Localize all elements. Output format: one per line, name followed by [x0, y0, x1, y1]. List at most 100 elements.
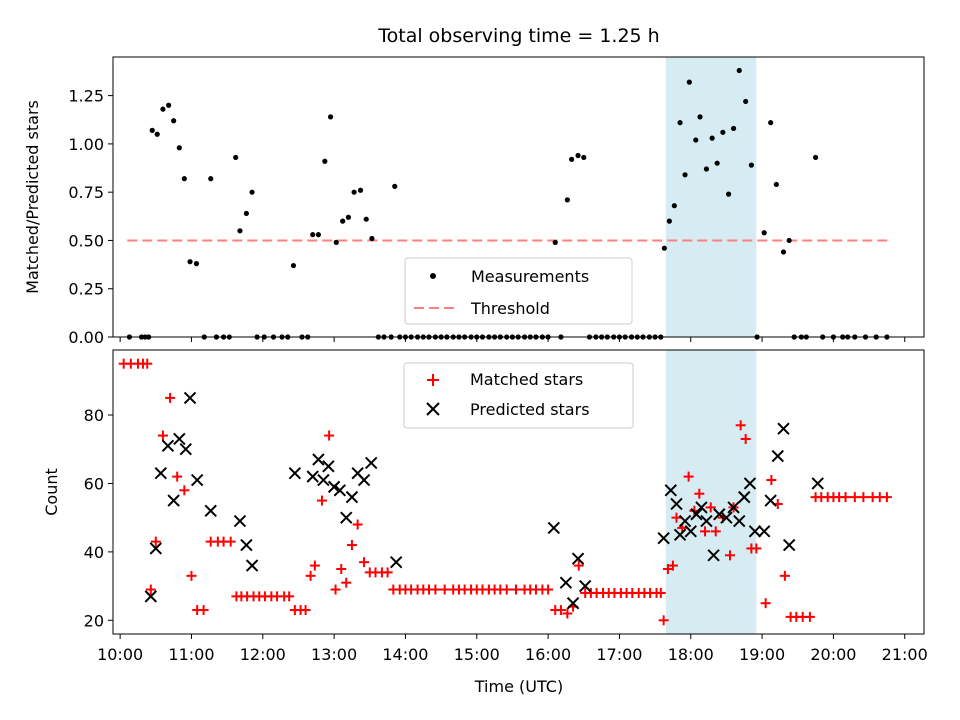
y-axis-title: Count	[42, 468, 61, 516]
bottom-plot-frame	[112, 349, 925, 635]
matched-star-point	[300, 605, 311, 616]
matched-star-point	[511, 584, 522, 595]
matched-star-point	[881, 492, 892, 503]
matched-star-point	[779, 570, 790, 581]
matched-star-point	[858, 492, 869, 503]
measurement-point	[310, 232, 316, 238]
measurement-point	[160, 106, 166, 112]
matched-star-point	[305, 570, 316, 581]
measurement-point	[773, 181, 779, 188]
measurement-point	[237, 228, 243, 234]
predicted-star-point	[690, 508, 703, 521]
matched-star-point	[145, 584, 156, 595]
measurement-point	[166, 102, 172, 108]
matched-star-point	[309, 560, 320, 571]
measurement-point	[569, 156, 575, 162]
y-tick-label: 20	[84, 611, 104, 630]
predicted-star-point	[233, 514, 247, 528]
predicted-star-point	[389, 555, 403, 569]
matched-star-point	[382, 567, 393, 578]
x-tick-label: 17:00	[596, 645, 642, 664]
measurement-point	[208, 176, 214, 182]
legend-label-predicted: Predicted stars	[470, 400, 590, 419]
predicted-star-point	[161, 439, 175, 453]
predicted-star-point	[154, 466, 167, 480]
x-tick-label: 10:00	[97, 645, 143, 664]
legend-marker-predicted	[426, 402, 440, 416]
matched-star-point	[710, 526, 721, 537]
measurement-point	[709, 135, 715, 141]
legend-marker-matched	[427, 374, 439, 386]
y-tick-label: 40	[84, 543, 104, 562]
matched-star-point	[735, 420, 746, 431]
predicted-star-point	[245, 559, 259, 572]
y-tick-label: 0.50	[68, 231, 104, 250]
matched-star-point	[700, 526, 711, 537]
matched-stars-points	[118, 358, 892, 626]
predicted-star-point	[288, 466, 302, 480]
matched-star-point	[186, 570, 197, 581]
legend: Measurements Threshold	[404, 257, 633, 325]
predicted-star-point	[317, 473, 330, 487]
measurement-point	[322, 158, 328, 164]
measurement-point	[780, 249, 787, 255]
measurement-point	[677, 120, 683, 126]
predicted-star-point	[167, 494, 180, 507]
measurement-point	[714, 160, 720, 166]
predicted-star-point	[777, 422, 790, 435]
predicted-star-point	[571, 552, 585, 565]
y-axis-ticks: 0.00 0.25 0.50 0.75 1.00 1.25	[68, 87, 113, 347]
legend-label-threshold: Threshold	[470, 299, 550, 318]
y-tick-label: 1.00	[68, 135, 104, 154]
predicted-star-point	[204, 504, 217, 518]
measurement-point	[693, 137, 699, 143]
y-axis-title: Matched/Predicted stars	[23, 100, 42, 294]
legend-marker-measurements	[430, 273, 436, 279]
predicted-star-point	[695, 501, 708, 514]
x-tick-label: 16:00	[525, 645, 571, 664]
y-tick-label: 80	[84, 406, 104, 425]
predicted-star-point	[183, 391, 197, 405]
matched-star-point	[172, 471, 183, 482]
measurement-point	[315, 232, 322, 238]
matched-star-point	[555, 605, 566, 616]
measurement-point	[363, 216, 369, 222]
predicted-stars-points	[144, 391, 824, 610]
matched-star-point	[316, 495, 327, 506]
measurement-point	[748, 162, 754, 168]
predicted-star-point	[340, 511, 353, 524]
measurement-point	[575, 152, 581, 159]
x-tick-label: 19:00	[739, 645, 785, 664]
matched-star-point	[724, 550, 735, 561]
matched-star-point	[573, 560, 584, 571]
measurement-point	[290, 262, 297, 269]
matched-star-point	[694, 488, 705, 499]
x-axis-ticks	[119, 337, 906, 342]
matched-star-point	[840, 492, 851, 503]
predicted-star-point	[782, 538, 796, 552]
predicted-star-point	[758, 525, 771, 538]
predicted-star-point	[566, 596, 580, 610]
measurement-point	[666, 218, 672, 224]
matched-star-point	[430, 584, 441, 595]
y-axis-ticks: 20 40 60 80	[84, 406, 113, 630]
measurement-point	[743, 98, 749, 105]
predicted-star-point	[738, 490, 751, 504]
measurement-point	[703, 166, 710, 172]
measurement-point	[682, 172, 688, 178]
matched-star-point	[740, 433, 751, 444]
matched-star-point	[284, 591, 295, 602]
predicted-star-point	[664, 484, 677, 497]
predicted-star-point	[811, 477, 824, 490]
matched-star-point	[179, 485, 190, 496]
predicted-star-point	[678, 514, 692, 528]
x-tick-label: 11:00	[168, 645, 214, 664]
matched-star-point	[359, 557, 370, 568]
x-axis-title: Time (UTC)	[474, 677, 563, 696]
matched-star-point	[225, 536, 236, 547]
predicted-star-point	[365, 456, 378, 470]
measurement-point	[686, 79, 692, 85]
measurement-point	[340, 218, 346, 224]
